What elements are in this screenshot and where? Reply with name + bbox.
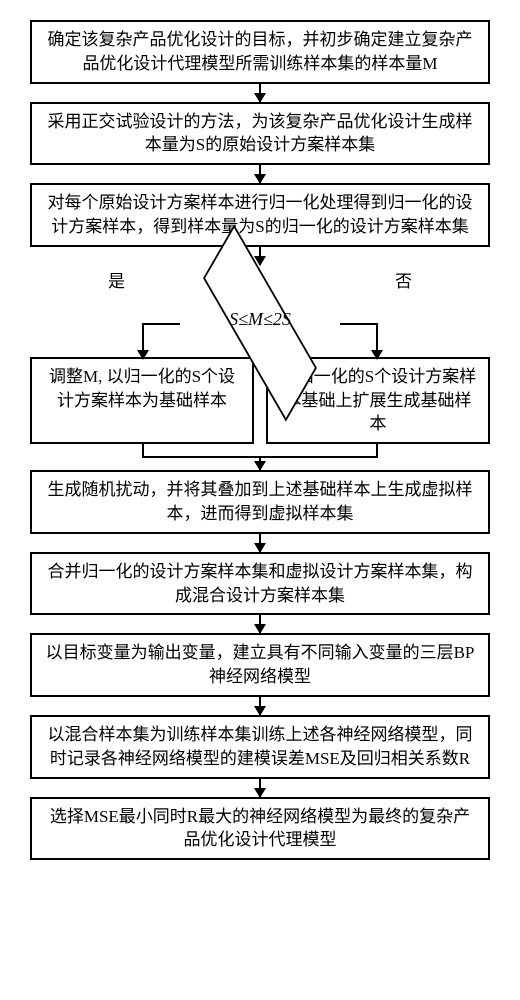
connector — [340, 323, 378, 325]
step-8: 以混合样本集为训练样本集训练上述各神经网络模型，同时记录各神经网络模型的建模误差… — [30, 715, 490, 779]
decision-node: 是 否 S≤M≤2S — [30, 265, 490, 357]
connector — [142, 323, 144, 359]
step-6: 合并归一化的设计方案样本集和虚拟设计方案样本集，构成混合设计方案样本集 — [30, 552, 490, 616]
step-7: 以目标变量为输出变量，建立具有不同输入变量的三层BP神经网络模型 — [30, 633, 490, 697]
step-4a: 调整M, 以归一化的S个设计方案样本为基础样本 — [30, 357, 254, 444]
arrow — [259, 779, 261, 797]
step-2: 采用正交试验设计的方法，为该复杂产品优化设计生成样本量为S的原始设计方案样本集 — [30, 102, 490, 166]
arrow — [259, 84, 261, 102]
arrow — [259, 615, 261, 633]
connector — [142, 323, 180, 325]
merge-connector — [30, 444, 490, 470]
arrow — [259, 697, 261, 715]
decision-text: S≤M≤2S — [229, 309, 291, 330]
step-3: 对每个原始设计方案样本进行归一化处理得到归一化的设计方案样本，得到样本量为S的归… — [30, 183, 490, 247]
step-1: 确定该复杂产品优化设计的目标，并初步确定建立复杂产品优化设计代理模型所需训练样本… — [30, 20, 490, 84]
step-9: 选择MSE最小同时R最大的神经网络模型为最终的复杂产品优化设计代理模型 — [30, 797, 490, 861]
no-label: 否 — [395, 267, 412, 292]
arrow — [259, 165, 261, 183]
arrow — [259, 534, 261, 552]
step-5: 生成随机扰动，并将其叠加到上述基础样本上生成虚拟样本，进而得到虚拟样本集 — [30, 470, 490, 534]
connector — [376, 323, 378, 359]
yes-label: 是 — [108, 267, 125, 292]
arrow — [259, 247, 261, 265]
